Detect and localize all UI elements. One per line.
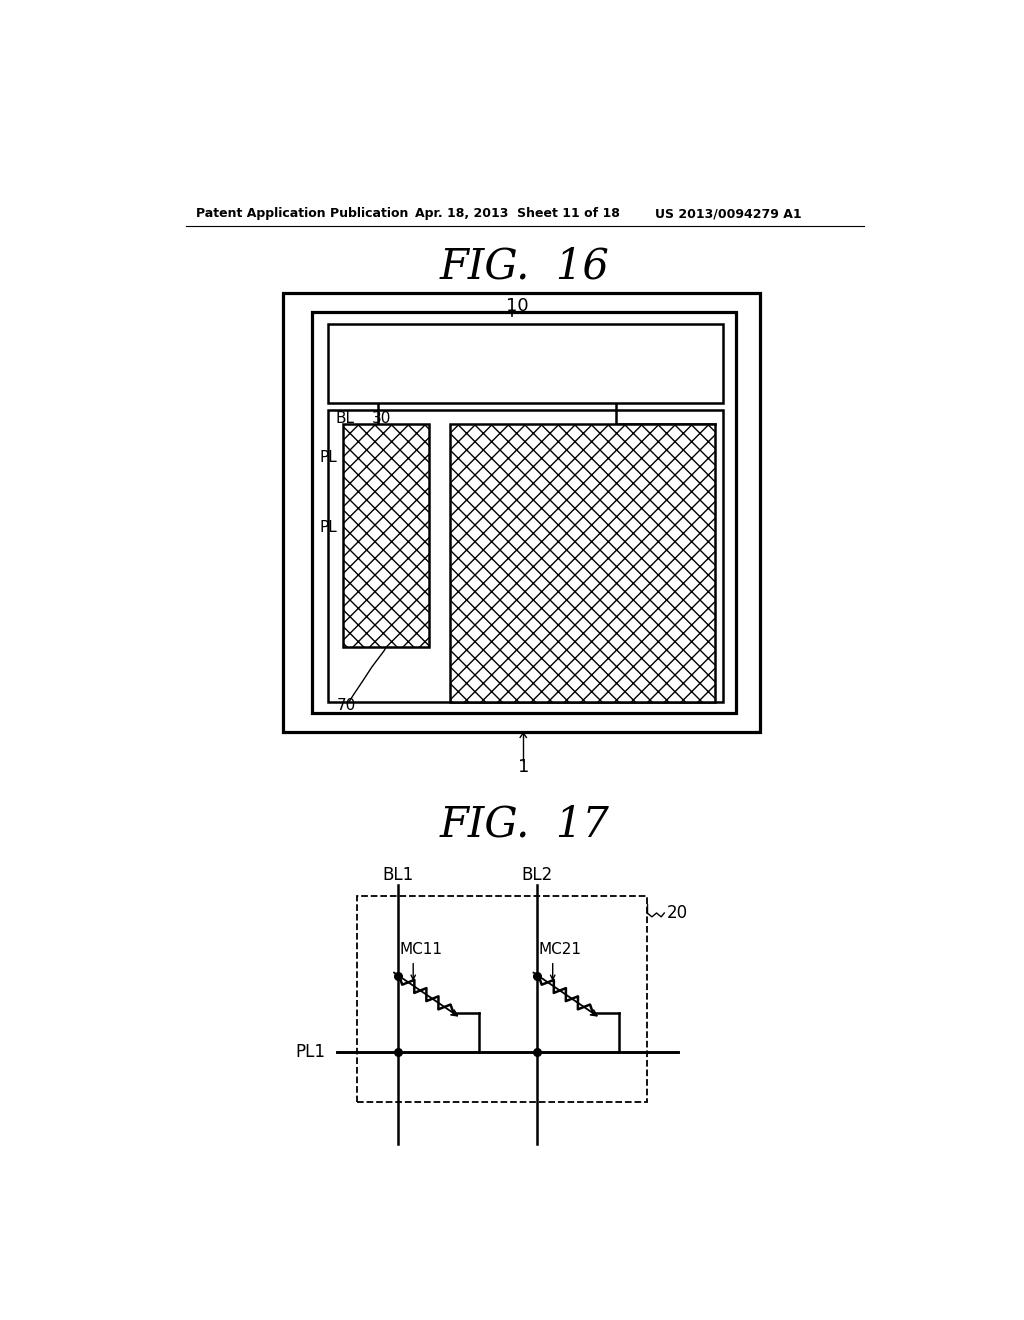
Bar: [312, 313, 736, 713]
Text: FIG.  17: FIG. 17: [440, 804, 609, 845]
Text: 70: 70: [337, 697, 356, 713]
Bar: [328, 323, 723, 404]
Text: 20: 20: [667, 904, 688, 921]
Bar: [450, 424, 716, 702]
Text: 10: 10: [506, 297, 528, 315]
Text: 30: 30: [372, 411, 391, 426]
Text: FIG.  16: FIG. 16: [440, 246, 609, 288]
Text: MC21: MC21: [539, 941, 582, 957]
Bar: [343, 424, 429, 647]
Text: 1: 1: [517, 758, 529, 776]
Bar: [328, 411, 723, 702]
Text: BL: BL: [336, 411, 354, 426]
Text: BL2: BL2: [521, 866, 553, 883]
Text: PL: PL: [319, 520, 337, 536]
Text: PL: PL: [319, 450, 337, 465]
Bar: [450, 424, 716, 702]
Text: BL1: BL1: [382, 866, 414, 883]
Text: US 2013/0094279 A1: US 2013/0094279 A1: [655, 207, 802, 220]
Bar: [356, 896, 647, 1102]
Text: Apr. 18, 2013  Sheet 11 of 18: Apr. 18, 2013 Sheet 11 of 18: [415, 207, 620, 220]
Text: MC11: MC11: [399, 941, 442, 957]
Bar: [343, 424, 429, 647]
Bar: [283, 293, 760, 733]
Text: PL1: PL1: [296, 1043, 326, 1060]
Text: Patent Application Publication: Patent Application Publication: [197, 207, 409, 220]
